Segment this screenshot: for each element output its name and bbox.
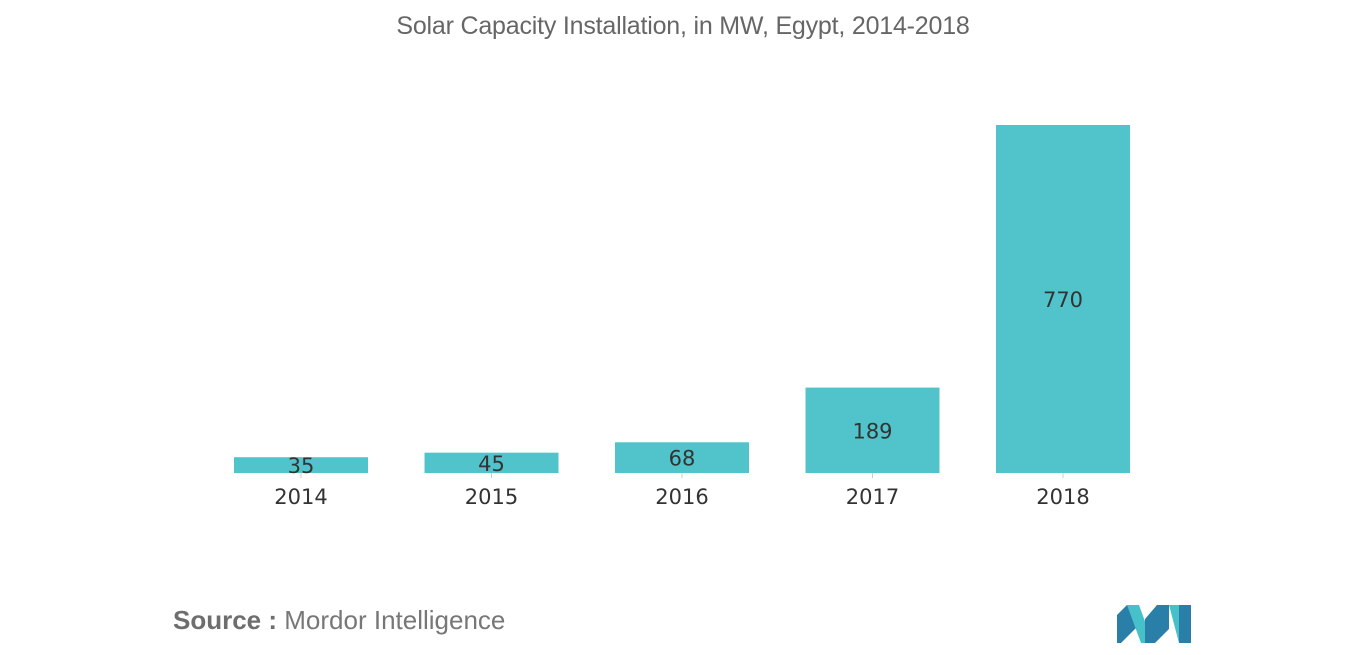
labels-layer: 35 2014 45 2015 68 2016 189 2017 770 2018 xyxy=(274,288,1089,509)
x-tick-label-2018: 2018 xyxy=(1036,485,1089,509)
value-label-2015: 45 xyxy=(478,452,505,476)
logo-right-stroke xyxy=(1179,605,1191,643)
value-label-2018: 770 xyxy=(1043,288,1083,312)
source-label: Source : xyxy=(173,605,278,635)
x-tick-label-2016: 2016 xyxy=(655,485,708,509)
bar-2015 xyxy=(424,452,559,473)
x-tick-label-2017: 2017 xyxy=(846,485,899,509)
bar-2016 xyxy=(615,442,749,473)
chart-title: Solar Capacity Installation, in MW, Egyp… xyxy=(396,12,970,40)
value-label-2014: 35 xyxy=(288,454,315,478)
bar-2014 xyxy=(234,457,368,473)
value-label-2017: 189 xyxy=(852,419,892,443)
mordor-intelligence-logo xyxy=(1117,605,1191,643)
x-tick-label-2015: 2015 xyxy=(465,485,518,509)
value-label-2016: 68 xyxy=(669,447,696,471)
bar-2018 xyxy=(996,125,1130,473)
source-text: Mordor Intelligence xyxy=(284,605,506,635)
x-tick-label-2014: 2014 xyxy=(274,485,327,509)
logo-middle-stroke xyxy=(1145,605,1169,643)
bars-layer xyxy=(234,125,1130,478)
bar-2017 xyxy=(805,387,940,473)
source-line: Source : Mordor Intelligence xyxy=(173,605,505,636)
